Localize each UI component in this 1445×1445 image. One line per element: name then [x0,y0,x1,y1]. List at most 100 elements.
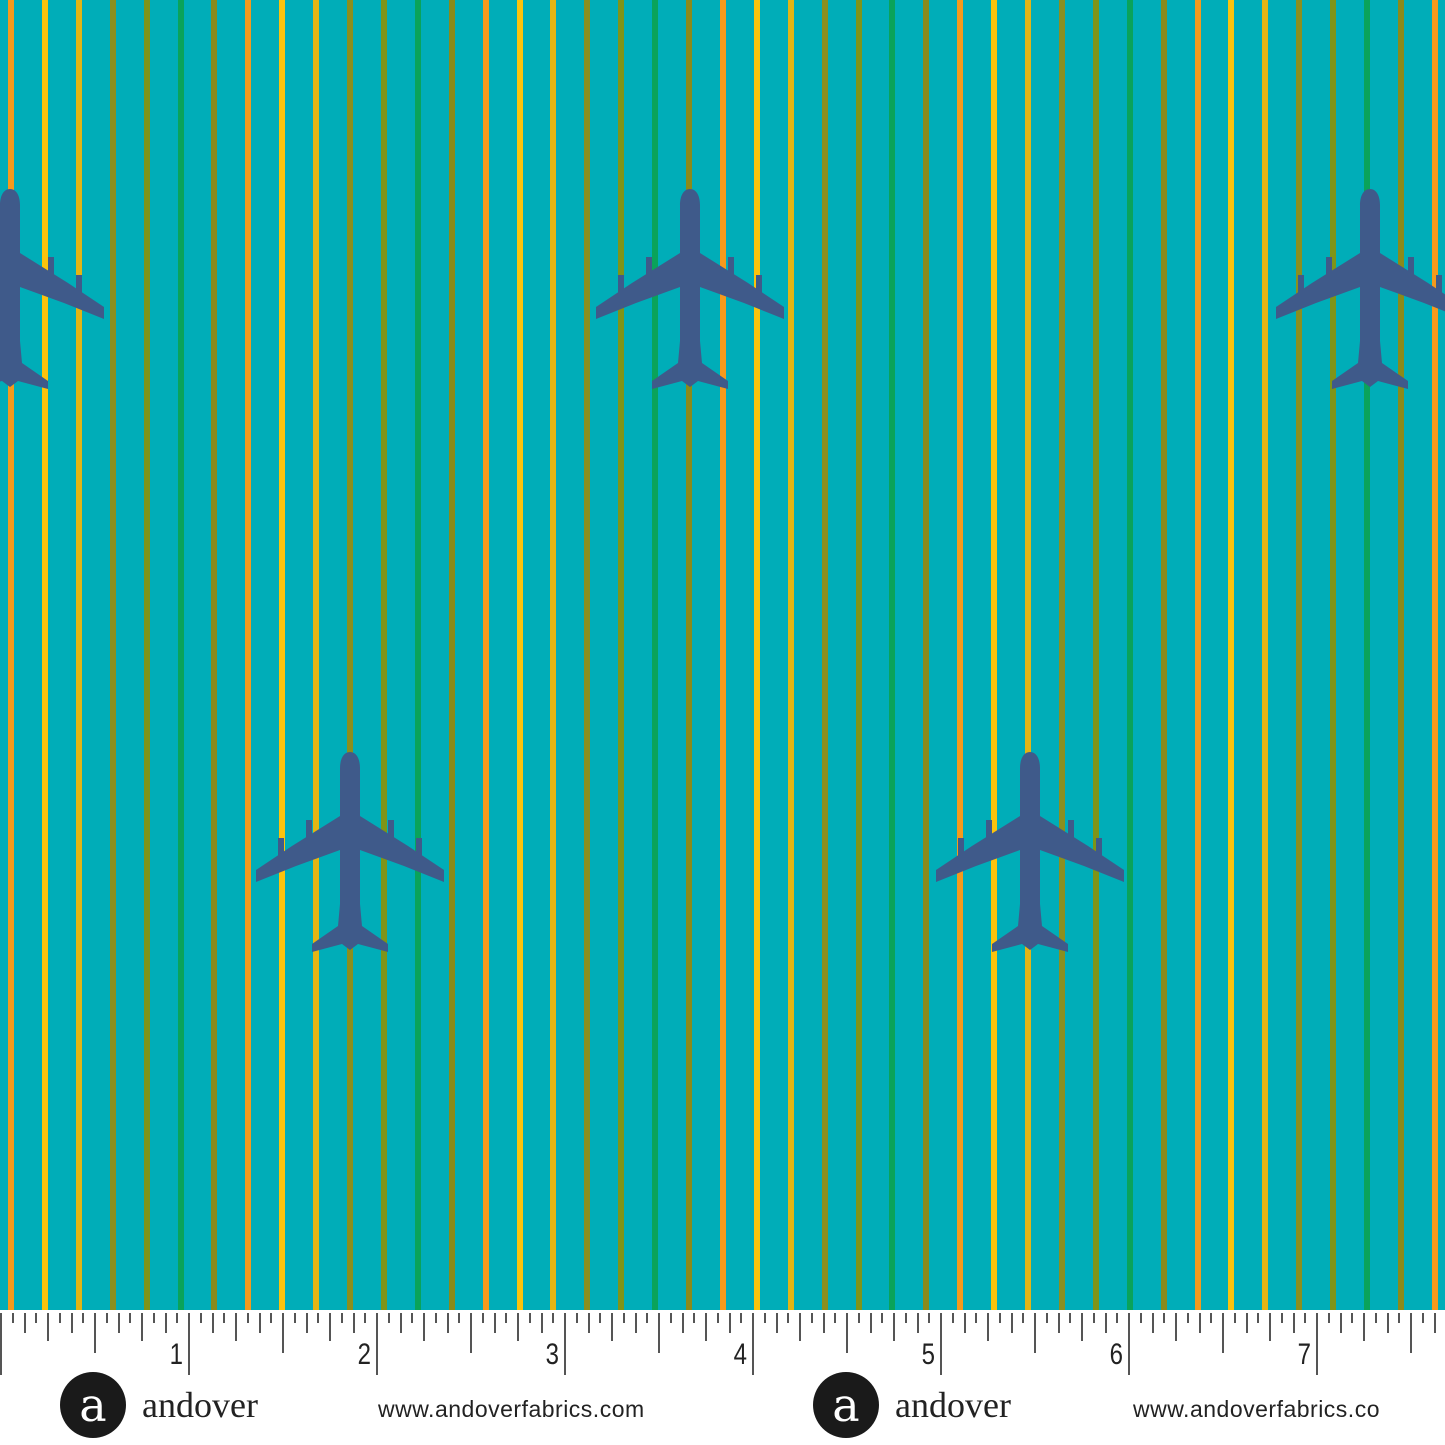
stripe [855,0,862,1310]
airplane-icon [250,750,450,970]
ruler-tick [705,1313,707,1341]
ruler-tick [951,1313,954,1323]
ruler-tick [1175,1313,1177,1341]
ruler-tick [963,1313,966,1333]
ruler-tick [669,1313,672,1323]
ruler-tick [470,1313,472,1353]
stripe [177,0,184,1310]
ruler-tick [834,1313,837,1323]
stripe [41,0,48,1310]
ruler-tick [505,1313,508,1323]
ruler-tick [141,1313,143,1341]
ruler-tick [987,1313,989,1341]
andover-logo: a andover [813,1372,1011,1438]
ruler-tick [1210,1313,1213,1323]
stripe [279,0,286,1310]
ruler-tick [164,1313,167,1333]
stripe [719,0,726,1310]
ruler-tick [305,1313,308,1333]
ruler-tick [1421,1313,1424,1323]
ruler-tick [23,1313,26,1333]
ruler-tick [611,1313,613,1341]
ruler-tick [1280,1313,1283,1323]
stripe [414,0,421,1310]
ruler-tick [646,1313,649,1323]
stripe [1092,0,1099,1310]
ruler-number: 5 [921,1338,936,1371]
ruler-tick [622,1313,625,1323]
ruler-number: 2 [357,1338,372,1371]
ruler-tick [1292,1313,1295,1333]
ruler-tick [1304,1313,1307,1323]
ruler-tick [282,1313,284,1353]
stripe [347,0,353,1310]
fabric-swatch [0,0,1445,1310]
ruler-tick [869,1313,872,1333]
ruler-tick [693,1313,696,1323]
ruler-tick [35,1313,38,1323]
stripe [991,0,998,1310]
ruler-tick [1257,1313,1260,1323]
ruler-tick [1316,1313,1318,1375]
ruler-tick [846,1313,848,1353]
ruler-tick [387,1313,390,1323]
ruler-number: 1 [169,1338,184,1371]
ruler-tick [1374,1313,1377,1323]
ruler-tick [998,1313,1001,1323]
ruler-tick [11,1313,14,1323]
ruler-tick [82,1313,85,1323]
ruler-tick [1010,1313,1013,1333]
ruler-tick [458,1313,461,1323]
ruler-tick [1363,1313,1365,1341]
stripe [516,0,523,1310]
ruler-tick [810,1313,813,1323]
ruler-tick [1139,1313,1142,1323]
stripe [652,0,659,1310]
ruler-tick [1351,1313,1354,1323]
ruler-tick [975,1313,978,1323]
ruler-tick [188,1313,190,1375]
ruler-tick [1339,1313,1342,1333]
stripe [1126,0,1133,1310]
stripe [8,0,14,1310]
ruler-tick [716,1313,719,1323]
stripe [448,0,455,1310]
ruler-tick [517,1313,519,1341]
stripe [618,0,625,1310]
ruler-tick [376,1313,378,1375]
ruler-tick [399,1313,402,1333]
stripe [787,0,794,1310]
stripe [821,0,828,1310]
airplane-icon [1270,187,1445,407]
ruler-tick [564,1313,566,1375]
ruler-tick [775,1313,778,1333]
ruler-tick [1092,1313,1095,1323]
ruler-tick [1116,1313,1119,1323]
ruler-tick [599,1313,602,1323]
ruler-tick [881,1313,884,1323]
stripe [753,0,760,1310]
ruler-tick [752,1313,754,1375]
stripe [1431,0,1438,1310]
ruler-tick [258,1313,261,1333]
stripe [482,0,489,1310]
ruler-number: 6 [1109,1338,1124,1371]
ruler-tick [1034,1313,1036,1353]
ruler-tick [1327,1313,1330,1323]
ruler-tick [317,1313,320,1323]
ruler-tick [575,1313,578,1323]
ruler-tick [423,1313,425,1341]
andover-logo: a andover [60,1372,258,1438]
ruler-tick [176,1313,179,1323]
stripe [380,0,387,1310]
ruler-tick [1245,1313,1248,1333]
website-url: www.andoverfabrics.co [1133,1396,1380,1422]
ruler-tick [434,1313,437,1323]
stripe [550,0,557,1310]
ruler-tick [1057,1313,1060,1333]
ruler-tick [904,1313,907,1323]
stripe [313,0,320,1310]
stripe [1160,0,1167,1310]
ruler-tick [70,1313,73,1333]
stripe [923,0,930,1310]
